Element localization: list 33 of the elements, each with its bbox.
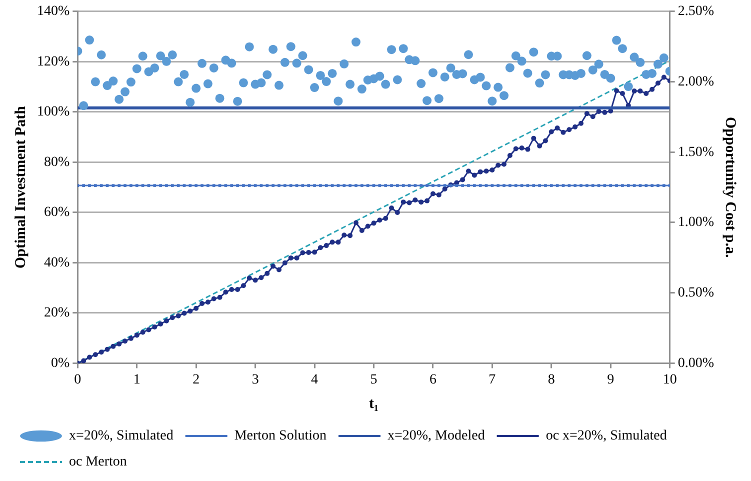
x-tick-label: 6 (429, 372, 436, 388)
x-tick-label: 8 (548, 372, 555, 388)
y2-tick-label: 1.00% (678, 215, 714, 230)
legend-label: x=20%, Modeled (388, 428, 485, 444)
y-tick-label: 40% (44, 255, 70, 270)
x-tick-label: 1 (133, 372, 140, 388)
y-tick-label: 60% (44, 205, 70, 220)
x-tick-label: 0 (74, 372, 82, 388)
y-tick-label: 100% (36, 104, 70, 120)
x-tick-label: 4 (311, 372, 318, 388)
y-tick-label: 0% (50, 356, 70, 371)
y-tick-label: 120% (36, 54, 70, 70)
legend-label: oc x=20%, Simulated (546, 428, 667, 444)
y2-tick-label: 1.50% (678, 144, 714, 160)
y-axis-title: Optimal Investment Path (12, 105, 29, 269)
y2-axis-title: Opportunity Cost p.a. (722, 116, 738, 258)
x-tick-label: 3 (252, 372, 259, 388)
x-tick-label: 9 (607, 372, 614, 388)
y2-tick-label: 2.50% (678, 4, 714, 20)
y-tick-label: 80% (44, 154, 70, 170)
legend-label: x=20%, Simulated (69, 428, 174, 444)
y2-tick-label: 2.00% (678, 74, 714, 90)
x-tick-label: 7 (488, 372, 496, 388)
legend-label: Merton Solution (234, 428, 326, 444)
x-axis-title: t₁ (369, 396, 378, 412)
x-tick-label: 5 (370, 372, 378, 388)
y-tick-label: 20% (44, 306, 70, 321)
y2-tick-label: 0.50% (678, 286, 714, 301)
x-tick-label: 10 (662, 372, 677, 388)
legend-label: oc Merton (69, 454, 127, 470)
y-tick-label: 140% (36, 4, 70, 20)
x-tick-label: 2 (192, 372, 200, 388)
y2-tick-label: 0.00% (678, 356, 714, 371)
